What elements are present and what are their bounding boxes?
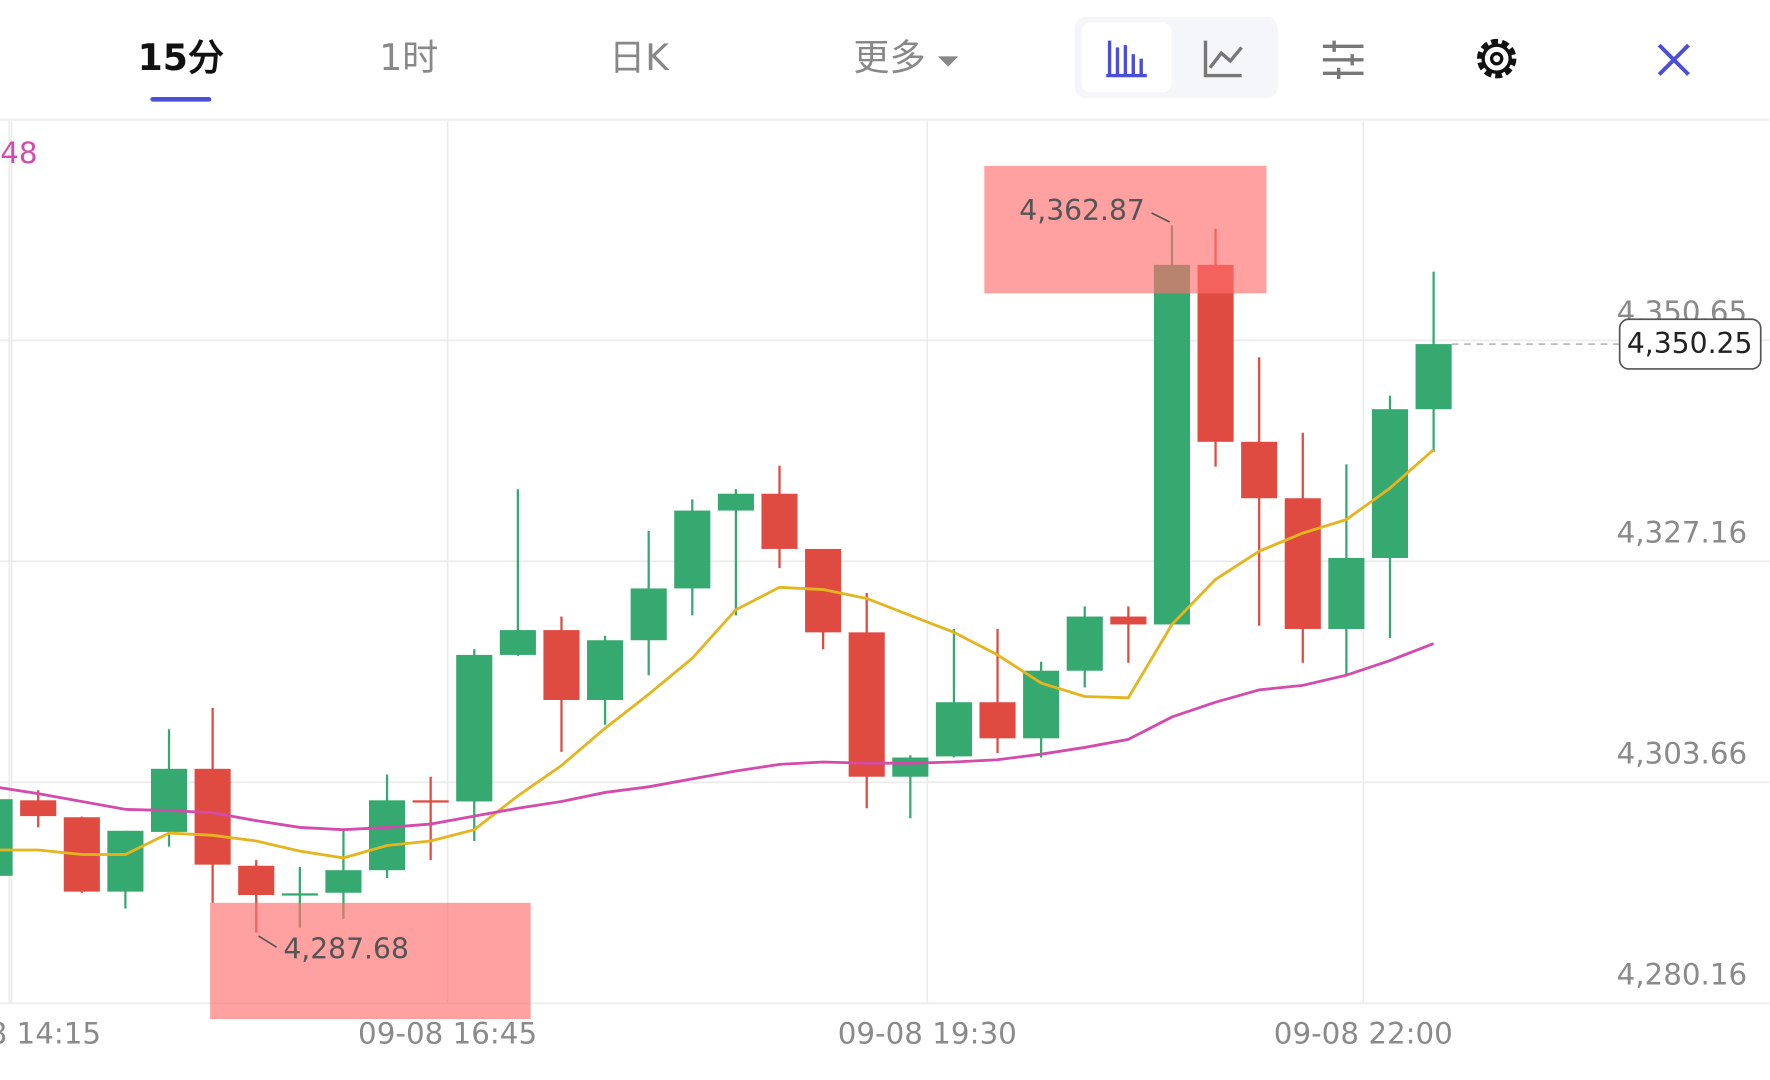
candle-body — [281, 893, 318, 896]
candle-body — [892, 757, 929, 777]
candle-body — [150, 768, 188, 832]
last-price-label: 4,350.25 — [1627, 327, 1753, 360]
candle-body — [1284, 498, 1321, 629]
x-tick-label: 09-08 19:30 — [838, 1016, 1017, 1050]
dropdown-arrow — [938, 56, 959, 67]
y-tick-label: 4,280.16 — [1617, 958, 1748, 992]
candle-body — [368, 800, 406, 871]
candle-body — [935, 702, 972, 757]
tab-label[interactable]: 1时 — [379, 36, 438, 79]
tab-label[interactable]: 15分 — [138, 36, 224, 79]
candle-body — [717, 493, 754, 511]
header — [0, 0, 1770, 120]
candle-body — [1110, 616, 1147, 625]
candle-body — [20, 800, 57, 817]
annotation-leader — [1151, 212, 1171, 223]
ma-label: 48 — [0, 136, 37, 170]
active-tab-underline — [150, 97, 212, 102]
gear-icon[interactable] — [1476, 38, 1517, 79]
settings-sliders-icon[interactable] — [1322, 40, 1364, 79]
highlight-box — [210, 902, 531, 1020]
candle-body — [1023, 670, 1060, 739]
tab-bar: 15分 1时 日K 更多 — [138, 36, 959, 102]
candle-body — [499, 630, 536, 655]
candle-body — [1371, 409, 1409, 558]
candle-body — [456, 654, 493, 802]
candle-body — [761, 493, 798, 549]
candle-body — [630, 588, 667, 641]
candle-body — [674, 510, 711, 589]
moving-average-line — [0, 642, 1435, 832]
candle-body — [1066, 616, 1103, 671]
close-icon[interactable] — [1657, 43, 1690, 76]
tab-label[interactable]: 更多 — [853, 36, 925, 79]
candle-body — [1328, 557, 1365, 629]
y-tick-label: 4,303.66 — [1617, 737, 1748, 771]
x-tick-label: 09-08 14:15 — [0, 1016, 101, 1050]
candle-body — [107, 830, 144, 892]
x-tick-label: 09-08 16:45 — [358, 1016, 537, 1050]
candle-icon[interactable] — [1106, 40, 1147, 78]
x-tick-label: 09-08 22:00 — [1274, 1016, 1453, 1050]
line-icon[interactable] — [1203, 40, 1243, 78]
candle-body — [979, 702, 1016, 739]
annotation-leader — [258, 935, 277, 948]
moving-average-line — [0, 448, 1435, 860]
candle-body — [412, 800, 449, 803]
candle-body — [325, 870, 362, 893]
candle-body — [238, 865, 275, 896]
candle-body — [194, 768, 231, 865]
y-tick-label: 4,327.16 — [1617, 516, 1748, 550]
min-price-label: 4,287.68 — [283, 933, 409, 966]
candle-body — [1241, 441, 1278, 499]
candle-body — [848, 632, 885, 777]
candle-body — [1197, 264, 1234, 442]
candle-body — [587, 640, 624, 700]
plot-area: 4,280.164,303.664,327.164,350.6509-08 14… — [0, 120, 1770, 1050]
candle-body — [0, 799, 13, 876]
last-price-box — [1618, 318, 1762, 370]
max-price-label: 4,362.87 — [1019, 194, 1145, 227]
highlight-box — [984, 165, 1267, 294]
tab-label[interactable]: 日K — [609, 36, 670, 79]
candle-body — [1153, 264, 1191, 625]
candle-body — [543, 630, 580, 700]
candle-body — [1415, 344, 1452, 410]
